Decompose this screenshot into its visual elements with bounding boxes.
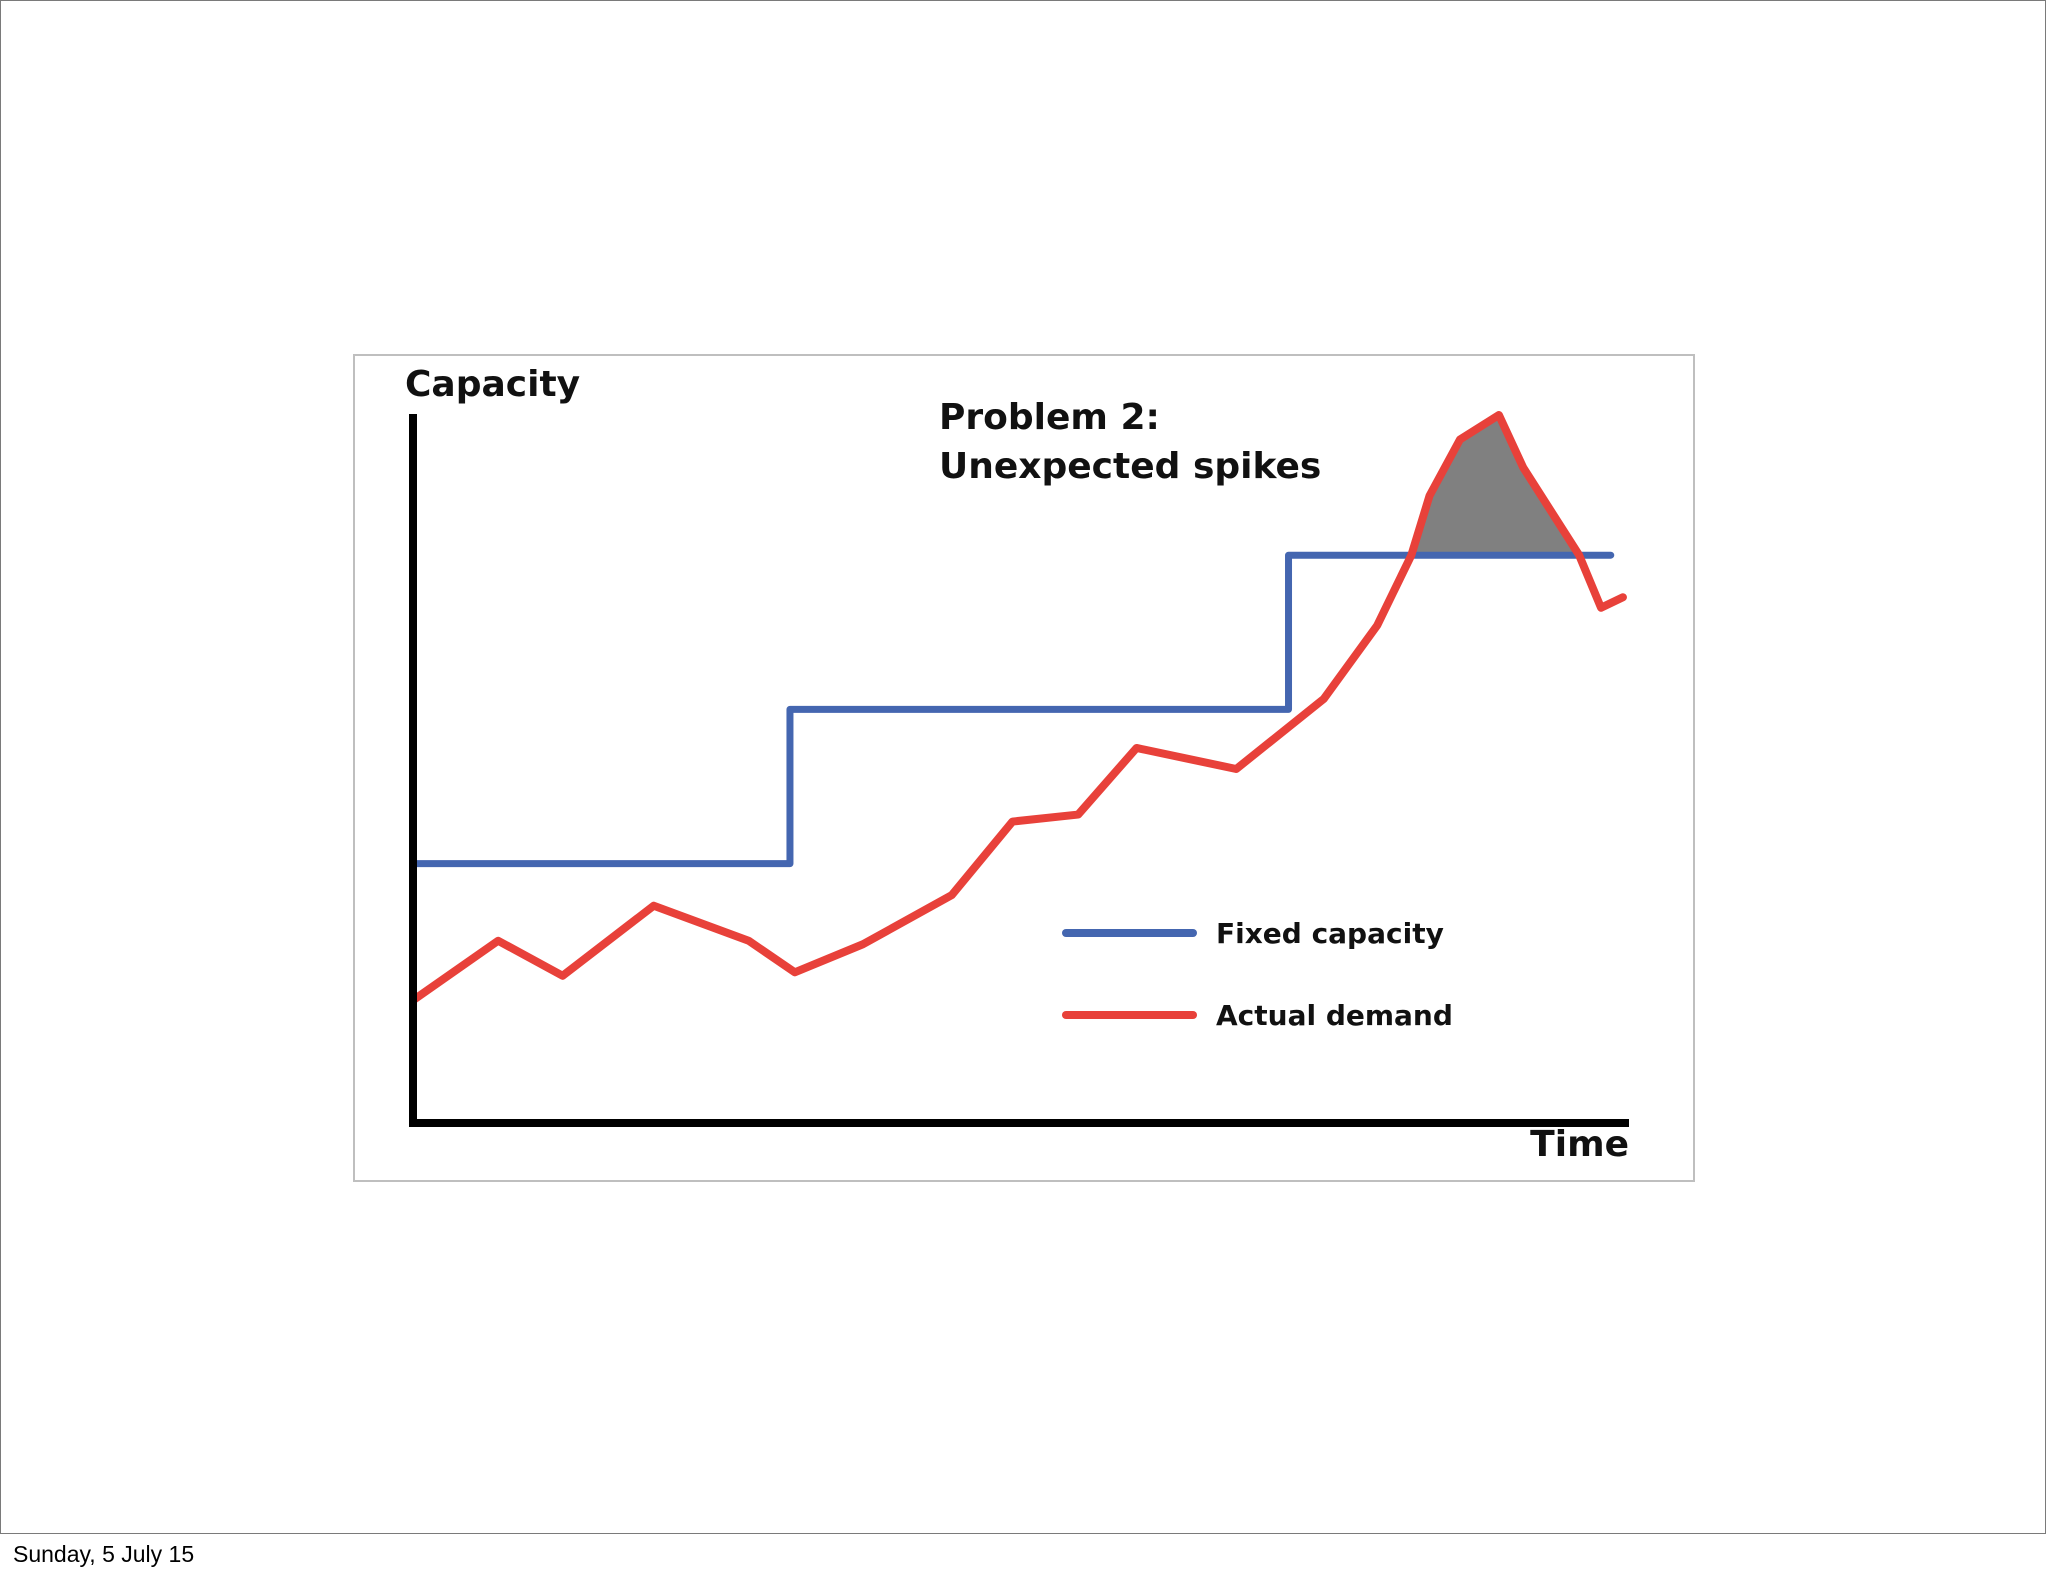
slide: Capacity Problem 2: Unexpected spikes Ti… (0, 0, 2046, 1534)
footer-date: Sunday, 5 July 15 (13, 1541, 195, 1567)
x-axis-label: Time (1530, 1124, 1629, 1165)
chart-title-line-1: Problem 2: (939, 397, 1160, 438)
chart-title-line-2: Unexpected spikes (939, 446, 1321, 487)
series-line-fixed-capacity (409, 551, 1615, 868)
chart-frame: Capacity Problem 2: Unexpected spikes Ti… (353, 354, 1695, 1182)
spike-shaded-area (1411, 414, 1580, 556)
y-axis-label: Capacity (405, 364, 580, 405)
chart-svg: Capacity Problem 2: Unexpected spikes Ti… (405, 364, 1629, 1165)
legend: Fixed capacity Actual demand (1062, 917, 1453, 1032)
plot-layer (409, 410, 1627, 1005)
legend-label-fixed-capacity: Fixed capacity (1216, 917, 1444, 950)
legend-label-actual-demand: Actual demand (1216, 999, 1453, 1032)
series-line-actual-demand (409, 410, 1627, 1005)
